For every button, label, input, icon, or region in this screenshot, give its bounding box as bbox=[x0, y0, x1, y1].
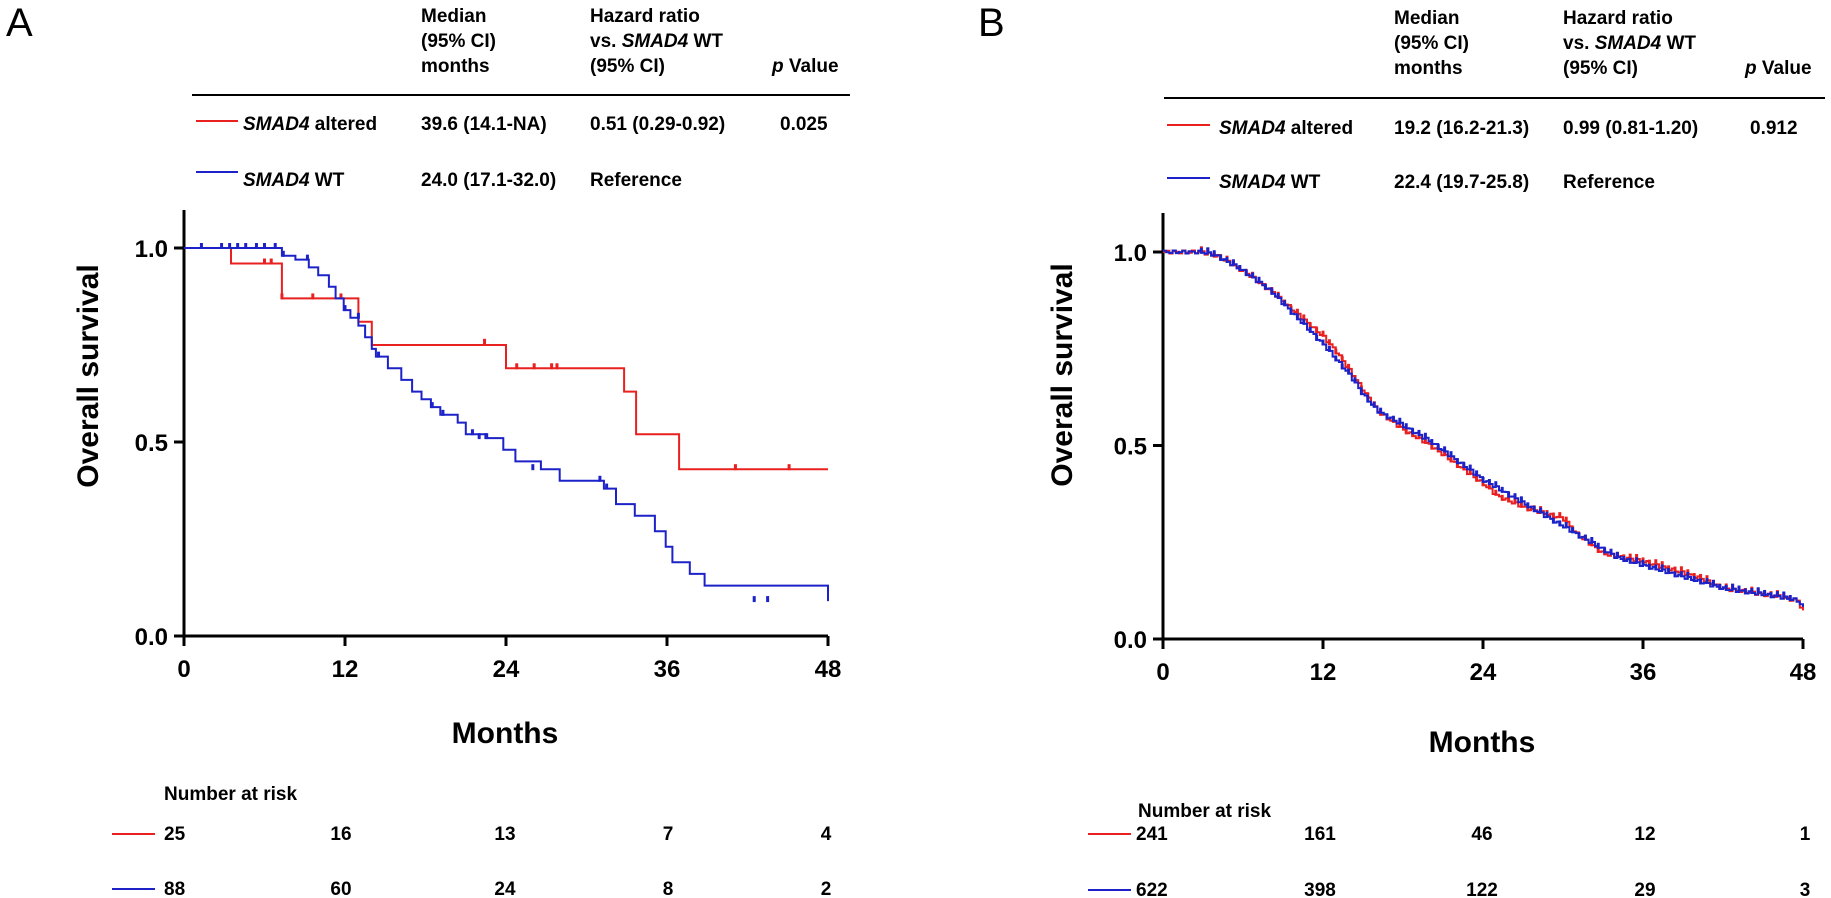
hr-wt: Reference bbox=[590, 170, 682, 191]
risk-altered-36: 7 bbox=[663, 824, 674, 845]
risk-wt-12: 398 bbox=[1304, 880, 1336, 898]
y-tick-label: 0.5 bbox=[1114, 434, 1147, 461]
risk-altered-12: 16 bbox=[330, 824, 351, 845]
median-wt: 24.0 (17.1-32.0) bbox=[421, 170, 556, 191]
risk-wt-12: 60 bbox=[330, 879, 351, 898]
survival-curve-wt bbox=[1163, 249, 1804, 607]
row-label-altered: SMAD4 altered bbox=[1219, 118, 1353, 139]
hr-altered: 0.99 (0.81-1.20) bbox=[1563, 118, 1698, 139]
panel-letter-b: B bbox=[978, 1, 1005, 45]
panel-a: A Median (95% CI) months Hazard ratio vs… bbox=[6, 1, 850, 898]
survival-curve-altered bbox=[1163, 249, 1804, 611]
table-row-altered-b: SMAD4 altered 19.2 (16.2-21.3) 0.99 (0.8… bbox=[1167, 118, 1798, 139]
hr-header-line3: (95% CI) bbox=[590, 56, 665, 77]
table-row-wt-a: SMAD4 WT 24.0 (17.1-32.0) Reference bbox=[196, 170, 682, 191]
risk-altered-12: 161 bbox=[1304, 824, 1336, 845]
median-header-line2: (95% CI) bbox=[1394, 33, 1469, 54]
hr-header-line2: vs. SMAD4 WT bbox=[590, 31, 723, 52]
row-label-wt: SMAD4 WT bbox=[243, 170, 345, 191]
panel-letter-a: A bbox=[6, 1, 33, 45]
risk-wt-24: 24 bbox=[494, 879, 516, 898]
y-axis-label-b: Overall survival bbox=[1046, 263, 1079, 486]
x-tick-label: 48 bbox=[1790, 659, 1817, 686]
median-header-line1: Median bbox=[421, 6, 486, 27]
x-tick-label: 36 bbox=[654, 656, 681, 683]
panel-b: B Median (95% CI) months Hazard ratio vs… bbox=[978, 1, 1825, 898]
p-value-header: p Value bbox=[1744, 58, 1812, 79]
survival-curve-wt bbox=[184, 247, 829, 602]
row-label-wt: SMAD4 WT bbox=[1219, 172, 1321, 193]
risk-altered-48: 4 bbox=[821, 824, 832, 845]
median-header-line1: Median bbox=[1394, 8, 1459, 29]
x-tick-label: 48 bbox=[815, 656, 842, 683]
risk-title-a: Number at risk bbox=[164, 784, 297, 805]
risk-altered-36: 12 bbox=[1634, 824, 1655, 845]
risk-wt-24: 122 bbox=[1466, 880, 1498, 898]
risk-altered-48: 1 bbox=[1800, 824, 1811, 845]
x-tick-label: 0 bbox=[177, 656, 190, 683]
risk-wt-48: 3 bbox=[1800, 880, 1811, 898]
hr-header-line3: (95% CI) bbox=[1563, 58, 1638, 79]
risk-wt-0: 622 bbox=[1136, 880, 1168, 898]
median-altered: 39.6 (14.1-NA) bbox=[421, 114, 547, 135]
risk-table-b: Number at risk 241 161 46 12 1 622 398 1… bbox=[1088, 801, 1811, 898]
y-tick-label: 1.0 bbox=[135, 236, 168, 263]
risk-wt-36: 8 bbox=[663, 879, 674, 898]
km-plot-a: Overall survival Months 0 12 24 36 48 0.0 0.5 1… bbox=[72, 210, 841, 750]
x-tick-label: 24 bbox=[493, 656, 520, 683]
risk-wt-0: 88 bbox=[164, 879, 185, 898]
risk-altered-24: 13 bbox=[494, 824, 515, 845]
x-axis-label-a: Months bbox=[452, 717, 559, 750]
risk-title-b: Number at risk bbox=[1138, 801, 1271, 822]
hr-header-line1: Hazard ratio bbox=[1563, 8, 1673, 29]
y-tick-label: 0.0 bbox=[135, 624, 168, 651]
y-tick-label: 1.0 bbox=[1114, 240, 1147, 267]
hr-altered: 0.51 (0.29-0.92) bbox=[590, 114, 725, 135]
risk-table-a: Number at risk 25 16 13 7 4 88 60 24 8 2 bbox=[112, 784, 832, 898]
row-label-altered: SMAD4 altered bbox=[243, 114, 377, 135]
x-tick-label: 24 bbox=[1470, 659, 1497, 686]
hr-wt: Reference bbox=[1563, 172, 1655, 193]
risk-wt-48: 2 bbox=[821, 879, 832, 898]
x-tick-label: 36 bbox=[1630, 659, 1657, 686]
p-value-header: p Value bbox=[771, 56, 839, 77]
hr-header-line1: Hazard ratio bbox=[590, 6, 700, 27]
risk-altered-24: 46 bbox=[1471, 824, 1492, 845]
x-tick-label: 0 bbox=[1156, 659, 1169, 686]
x-axis-label-b: Months bbox=[1429, 726, 1536, 759]
table-header-b: Median (95% CI) months Hazard ratio vs. … bbox=[1164, 8, 1825, 99]
risk-altered-0: 241 bbox=[1136, 824, 1168, 845]
y-axis-label-a: Overall survival bbox=[72, 264, 105, 487]
risk-altered-0: 25 bbox=[164, 824, 186, 845]
x-tick-label: 12 bbox=[332, 656, 359, 683]
median-header-line2: (95% CI) bbox=[421, 31, 496, 52]
p-value-altered: 0.025 bbox=[780, 114, 828, 135]
risk-wt-36: 29 bbox=[1634, 880, 1655, 898]
survival-curve-altered bbox=[184, 247, 828, 471]
hr-header-line2: vs. SMAD4 WT bbox=[1563, 33, 1696, 54]
table-row-altered-a: SMAD4 altered 39.6 (14.1-NA) 0.51 (0.29-… bbox=[196, 114, 828, 135]
y-tick-label: 0.0 bbox=[1114, 627, 1147, 654]
median-altered: 19.2 (16.2-21.3) bbox=[1394, 118, 1529, 139]
y-tick-label: 0.5 bbox=[135, 430, 168, 457]
median-header-line3: months bbox=[1394, 58, 1463, 79]
table-header-a: Median (95% CI) months Hazard ratio vs. … bbox=[192, 6, 850, 96]
median-wt: 22.4 (19.7-25.8) bbox=[1394, 172, 1529, 193]
x-tick-label: 12 bbox=[1310, 659, 1337, 686]
median-header-line3: months bbox=[421, 56, 490, 77]
table-row-wt-b: SMAD4 WT 22.4 (19.7-25.8) Reference bbox=[1167, 172, 1655, 193]
km-plot-b: Overall survival Months 0 12 24 36 48 0.0 0.5 1… bbox=[1046, 213, 1816, 759]
p-value-altered: 0.912 bbox=[1750, 118, 1798, 139]
